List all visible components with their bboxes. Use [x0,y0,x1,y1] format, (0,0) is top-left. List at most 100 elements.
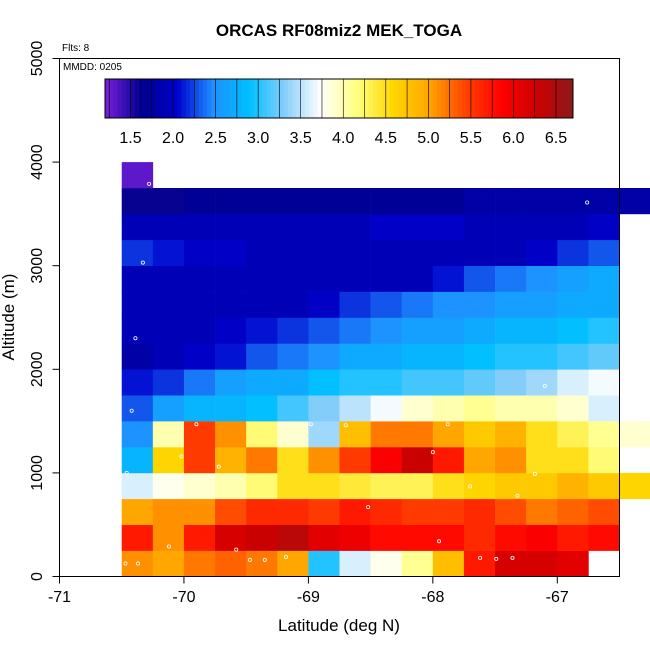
heatmap-cell [215,524,247,551]
colorbar-segment [547,79,553,118]
colorbar-segment [168,79,174,118]
heatmap-cell [370,213,403,241]
heatmap-cell [215,291,247,318]
chart-title: ORCAS RF08miz2 MEK_TOGA [216,21,462,40]
heatmap-cell [463,498,496,525]
heatmap-cell [526,239,558,266]
heatmap-cell [370,447,403,474]
colorbar-segment [304,79,310,118]
data-point [283,554,288,559]
heatmap-cell [526,524,558,551]
heatmap-cell [401,472,434,500]
heatmap-cell [526,188,558,215]
heatmap-cell [370,291,403,318]
heatmap-cell [463,524,496,551]
colorbar-tick-label: 2.0 [162,130,184,147]
heatmap-cell [246,213,278,241]
colorbar-segment [538,79,544,118]
heatmap-cell [557,524,589,551]
heatmap-cell [339,550,371,577]
heatmap-cell [463,369,496,396]
colorbar-segment [377,79,382,118]
colorbar-segment [122,79,127,118]
heatmap-cell [432,550,465,577]
data-point [135,561,140,566]
heatmap-cell [121,317,154,344]
heatmap-cell [526,213,558,241]
data-point [234,547,239,552]
colorbar-tick-label: 5.5 [460,130,482,147]
heatmap-cell [401,265,434,292]
heatmap-cell [495,498,527,525]
colorbar-tick-label: 6.5 [545,130,567,147]
colorbar-segment [330,79,336,118]
heatmap-cell [557,317,589,344]
x-axis-label: Latitude (deg N) [278,616,400,635]
colorbar-segment [321,79,327,118]
heatmap-cell [588,213,620,241]
heatmap-cell [432,343,465,370]
heatmap-cell [215,188,247,215]
colorbar-segment [551,79,557,118]
heatmap-cell [246,421,278,448]
colorbar-segment [449,79,455,118]
colorbar-segment [509,79,514,118]
heatmap-cell [401,213,434,241]
heatmap-cell [619,421,650,448]
heatmap-cell [121,369,154,396]
heatmap-cell [370,188,403,215]
colorbar-segment [428,79,433,118]
heatmap-cell [557,239,589,266]
colorbar-segment [513,79,519,118]
heatmap-cell [401,550,434,577]
data-point [437,539,442,544]
heatmap-cell [432,369,465,396]
heatmap-cell [339,421,371,448]
colorbar-segment [126,79,131,118]
heatmap-cell [277,472,309,500]
heatmap-cell [152,421,185,448]
heatmap-cell [215,395,247,422]
colorbar-segment [151,79,157,118]
colorbar-segment [228,79,234,118]
heatmap-cell [588,239,620,266]
data-point [532,471,537,476]
heatmap-cell [246,239,278,266]
heatmap-cell [246,369,278,396]
colorbar-segment [500,79,506,118]
colorbar-segment [279,79,285,118]
heatmap-cell [152,213,185,241]
heatmap-cell [370,498,403,525]
colorbar-segment [517,79,523,118]
colorbar-segment [453,79,459,118]
colorbar-segment [211,79,217,118]
heatmap-cell [495,343,527,370]
colorbar-segment [270,79,276,118]
colorbar-segment [432,79,438,118]
colorbar-segment [402,79,408,118]
data-point [445,422,450,427]
heatmap-cell [277,239,309,266]
heatmap-cell [246,550,278,577]
data-point [397,557,402,562]
heatmap-cell [308,265,340,292]
heatmap-cell [215,369,247,396]
heatmap-cell [557,188,589,215]
heatmap-cell [432,421,465,448]
heatmap-cell [246,498,278,525]
heatmap-cell [557,550,589,577]
heatmap-cell [401,291,434,318]
heatmap-cell [401,524,434,551]
colorbar-segment [317,79,323,118]
colorbar-segment [385,79,391,118]
colorbar-segment [113,79,119,118]
data-point [343,423,348,428]
heatmap-cell [370,369,403,396]
colorbar-segment [241,79,246,118]
heatmap-cell [152,239,185,266]
heatmap-cell [401,343,434,370]
colorbar-segment [215,79,221,118]
x-tick-label: -71 [48,589,71,606]
heatmap-cell [183,213,216,241]
